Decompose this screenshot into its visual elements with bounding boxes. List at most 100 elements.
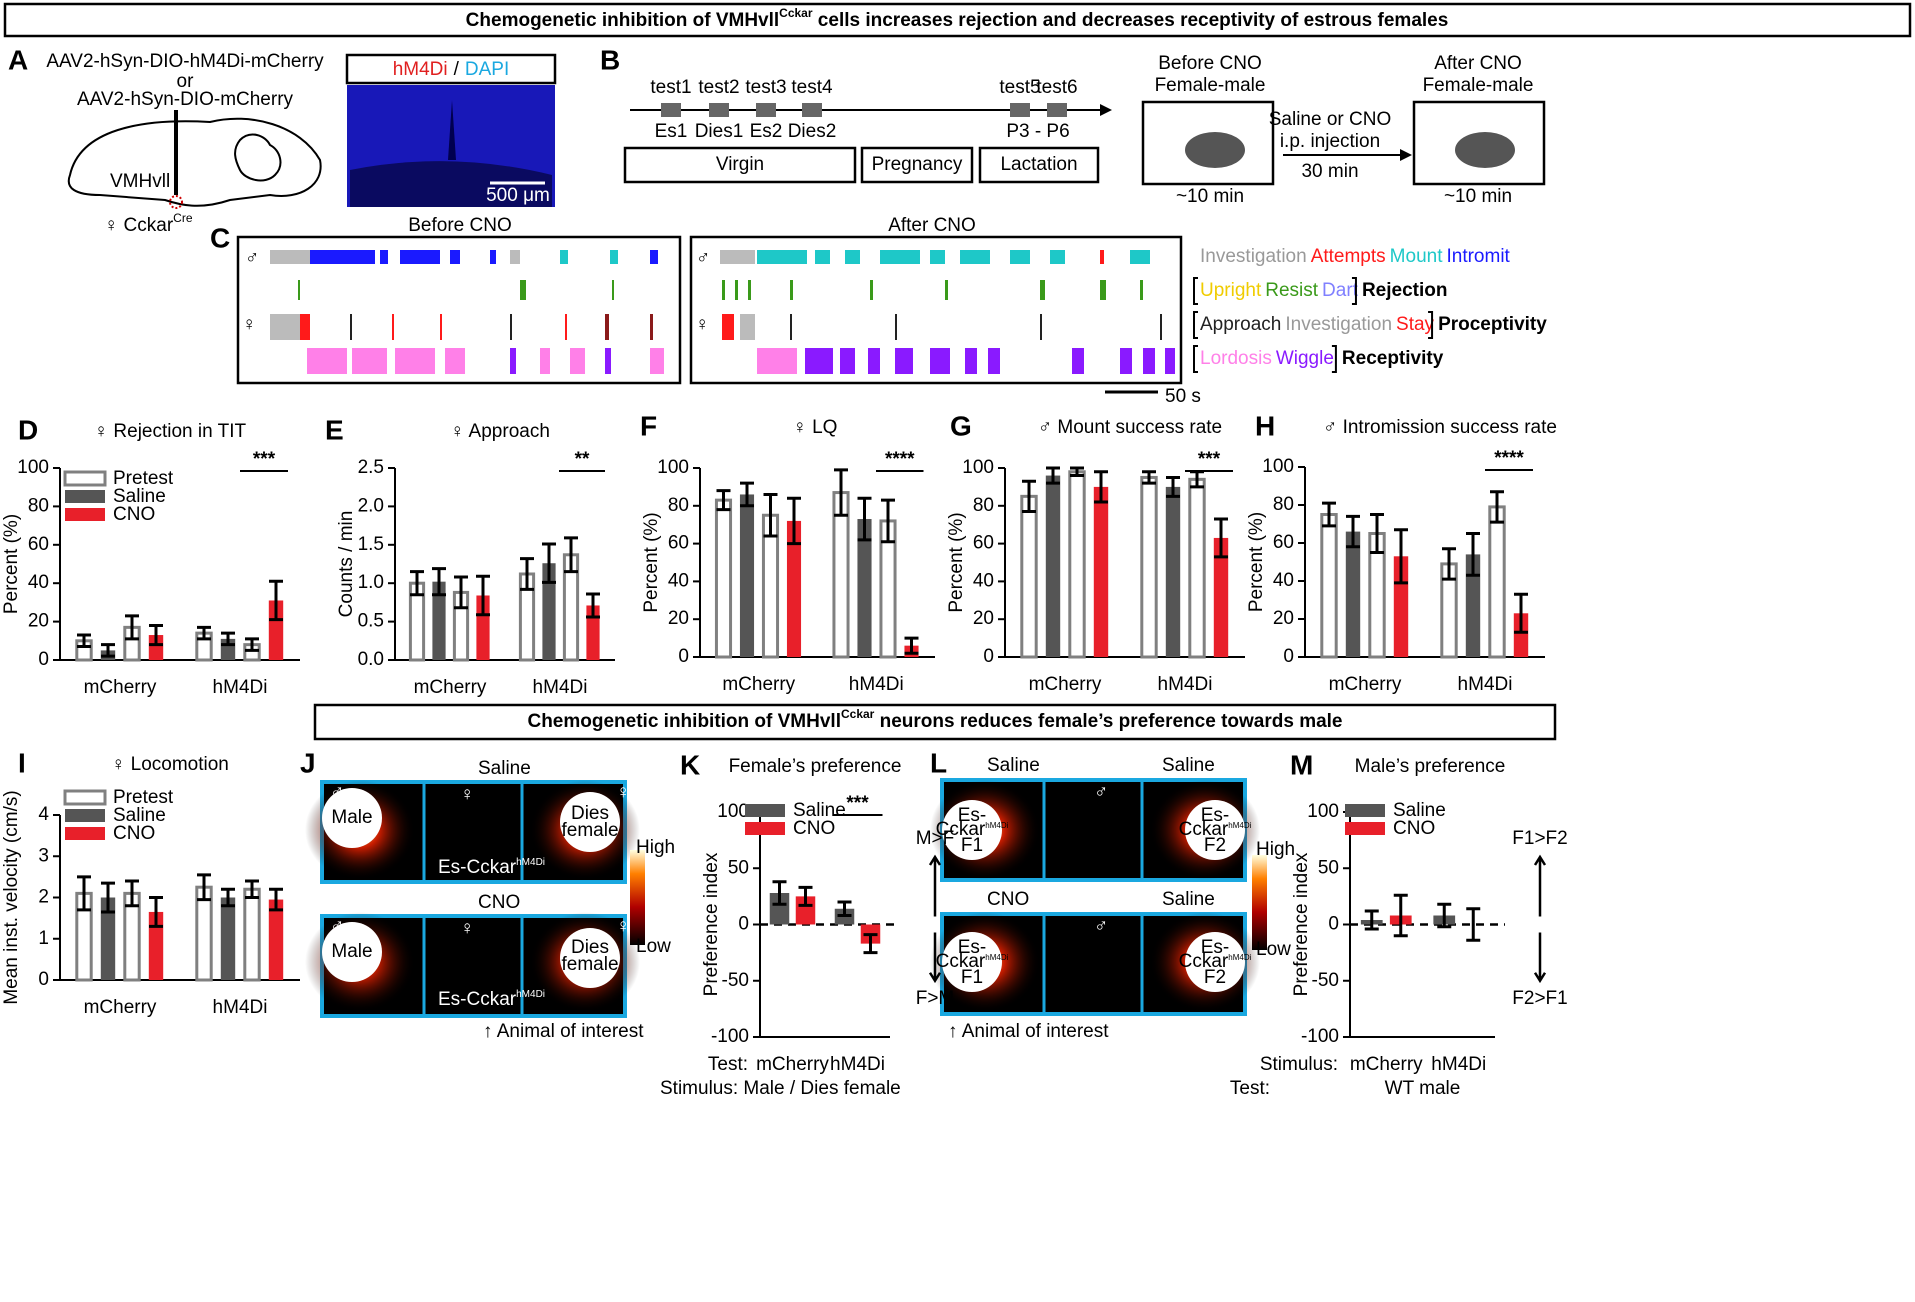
header-title: Chemogenetic inhibition of VMHvllCckar c…	[466, 6, 1449, 31]
error-bar	[1466, 532, 1480, 577]
legend-swatch	[65, 809, 105, 822]
bar	[148, 911, 164, 980]
y-axis-label: Mean inst. velocity (cm/s)	[1, 790, 22, 1004]
error-bar	[857, 496, 872, 542]
y-axis-label: Preference index	[1291, 852, 1312, 996]
direction-arrow	[928, 854, 942, 984]
chamber-label: Male	[331, 807, 372, 828]
image-label: hM4Di / DAPI	[393, 59, 510, 80]
timeline-arrow	[1100, 104, 1112, 116]
chamber-label: Es-	[1201, 937, 1230, 958]
legend-label: Saline	[793, 800, 846, 821]
error-bar	[1214, 517, 1228, 559]
test-label: test1	[650, 77, 691, 98]
y-tick-label: 100	[657, 457, 689, 478]
legend-row: Approach Investigation Stay	[1200, 314, 1435, 335]
bar	[220, 897, 236, 980]
bar	[1068, 470, 1086, 659]
duration: ~10 min	[1444, 186, 1512, 207]
panel-letter: K	[680, 749, 700, 780]
sex-symbol: ♀	[460, 918, 474, 939]
y-axis-label: Preference index	[701, 852, 722, 996]
legend-swatch	[1345, 804, 1385, 817]
error-bar	[101, 881, 115, 914]
legend-label: Saline	[113, 486, 166, 507]
y-axis-label: Percent (%)	[641, 512, 662, 612]
y-tick-label: 0	[678, 646, 689, 667]
ethogram-events	[270, 250, 1175, 374]
bar	[1140, 475, 1158, 659]
bar	[786, 520, 802, 657]
y-tick-label: 80	[28, 495, 49, 516]
treatment: Saline	[478, 758, 531, 779]
y-axis-label: Percent (%)	[1, 514, 22, 614]
x-tick-label: hM4Di	[1158, 674, 1213, 695]
error-bar	[1322, 501, 1336, 528]
chamber-label: F1	[961, 967, 983, 988]
sex-symbol: ♂	[696, 247, 710, 268]
error-bar	[787, 496, 801, 546]
legend-item: Resist	[1265, 280, 1319, 301]
x-tick-label: mCherry	[1329, 674, 1402, 695]
y-tick-label: 0	[38, 969, 49, 990]
chart-title: ♀ Rejection in TIT	[94, 421, 247, 442]
bar	[148, 635, 164, 660]
x-tick-label: mCherry	[756, 1054, 829, 1075]
y-tick-label: -100	[711, 1026, 749, 1047]
legend-label: Pretest	[113, 468, 174, 489]
bar	[739, 494, 755, 657]
treatment: Saline	[987, 755, 1040, 776]
chart-title: ♂ Mount success rate	[1038, 417, 1222, 438]
error-bar	[740, 481, 754, 508]
chamber-label: F2	[1204, 967, 1226, 988]
significance: ***	[1198, 449, 1221, 470]
chamber-label: CckarhM4Di	[936, 951, 1009, 972]
legend-item: Attempts	[1311, 246, 1386, 267]
error-bar	[1070, 466, 1084, 478]
virus: AAV2-hSyn-DIO-mCherry	[77, 89, 294, 110]
error-bar	[476, 574, 490, 617]
sex-symbol: ♂	[330, 782, 344, 803]
chamber-label: CckarhM4Di	[936, 819, 1009, 840]
significance: ***	[846, 793, 869, 814]
error-bar	[77, 875, 91, 912]
chamber-label: Dies	[571, 937, 609, 958]
subject: Es-CckarhM4Di	[438, 857, 545, 878]
bar	[769, 893, 790, 925]
condition: Before CNO	[1158, 53, 1261, 74]
x-prefix: Test:	[708, 1054, 748, 1075]
y-tick-label: 40	[668, 570, 689, 591]
y-tick-label: 50	[728, 857, 749, 878]
stage-label: Es1	[655, 121, 688, 142]
y-tick-label: 40	[973, 570, 994, 591]
y-tick-label: -100	[1301, 1026, 1339, 1047]
bar	[1465, 554, 1481, 657]
bar	[1488, 505, 1506, 659]
error-bar	[1142, 470, 1156, 485]
panel-letter: E	[325, 414, 344, 445]
y-tick-label: 0	[1283, 646, 1294, 667]
subject: Es-CckarhM4Di	[438, 989, 545, 1010]
chamber-label: Es-	[958, 937, 987, 958]
treatment: Saline	[1162, 755, 1215, 776]
y-tick-label: 4	[38, 804, 49, 825]
error-bar	[1364, 909, 1379, 931]
error-bar	[1166, 475, 1180, 498]
mouse-line: ♀ CckarCre	[104, 211, 193, 236]
y-tick-label: 40	[1273, 570, 1294, 591]
chart-title: Female’s preference	[729, 756, 902, 777]
error-bar	[197, 625, 211, 641]
y-tick-label: 20	[1273, 608, 1294, 629]
legend-swatch	[1345, 822, 1385, 835]
y-tick-label: 60	[28, 534, 49, 555]
sex-symbol: ♂	[1094, 916, 1108, 937]
y-tick-label: 2.5	[358, 457, 384, 478]
bar	[1020, 494, 1038, 659]
bar	[432, 581, 446, 660]
legend-label: Saline	[113, 805, 166, 826]
stage-label: Dies2	[788, 121, 837, 142]
chamber-label: F1	[961, 835, 983, 856]
y-tick-label: 60	[973, 533, 994, 554]
error-bar	[520, 557, 534, 591]
y-tick-label: 40	[28, 572, 49, 593]
